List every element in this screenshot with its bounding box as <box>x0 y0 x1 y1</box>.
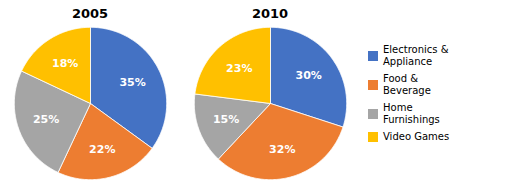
svg-text:32%: 32% <box>269 142 295 155</box>
svg-text:25%: 25% <box>33 113 59 126</box>
svg-text:30%: 30% <box>296 69 322 82</box>
html-text:2005: 2005 <box>71 5 109 21</box>
svg-text:15%: 15% <box>213 113 239 126</box>
html-text:Electronics & Appliance: Electronics & Appliance <box>383 44 449 67</box>
svg-text:23%: 23% <box>226 61 252 74</box>
svg-text:22%: 22% <box>89 142 115 155</box>
svg-text:18%: 18% <box>52 57 78 70</box>
svg-text:35%: 35% <box>119 75 145 88</box>
html-text:Food & Beverage: Food & Beverage <box>383 73 431 96</box>
html-text:Video Games: Video Games <box>383 131 450 143</box>
html-text:2010: 2010 <box>251 5 289 21</box>
html-text:Home Furnishings: Home Furnishings <box>383 102 440 125</box>
